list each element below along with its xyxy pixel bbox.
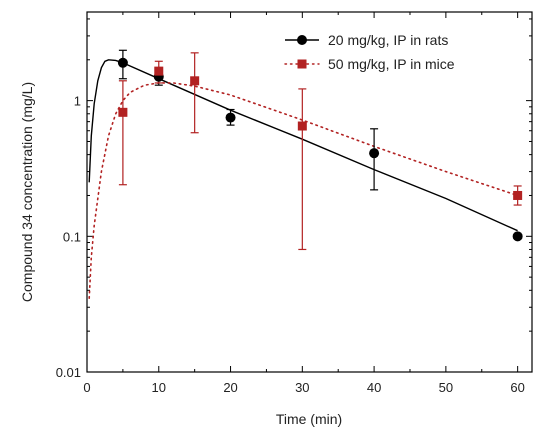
error-bars xyxy=(118,49,522,251)
data-point-series-2 xyxy=(190,76,200,86)
x-tick-label: 50 xyxy=(439,380,453,395)
y-tick-label: 0.01 xyxy=(56,365,81,380)
x-tick-label: 20 xyxy=(223,380,237,395)
data-point-series-1 xyxy=(512,231,523,242)
legend-label-series-1: 20 mg/kg, IP in rats xyxy=(328,32,448,48)
fit-curves xyxy=(88,59,519,299)
legend-marker-series-1 xyxy=(297,35,307,45)
plot-frame xyxy=(86,11,533,373)
y-tick-label: 0.1 xyxy=(63,229,81,244)
y-tick-label: 1 xyxy=(74,94,81,109)
fit-curve-series-2 xyxy=(88,82,519,299)
x-tick-label: 0 xyxy=(83,380,90,395)
x-tick-label: 40 xyxy=(367,380,381,395)
legend-label-series-2: 50 mg/kg, IP in mice xyxy=(328,56,455,72)
x-axis-label: Time (min) xyxy=(276,411,342,427)
data-point-series-2 xyxy=(513,190,523,200)
fit-curve-series-1 xyxy=(88,59,518,232)
x-tick-label: 30 xyxy=(295,380,309,395)
data-point-series-2 xyxy=(297,121,307,131)
data-point-series-1 xyxy=(117,57,128,68)
data-point-series-2 xyxy=(118,107,128,117)
legend-marker-series-2 xyxy=(297,59,307,69)
axes: 0 10 20 30 40 50 60 0.01 0.1 1 xyxy=(56,12,532,395)
data-point-series-1 xyxy=(369,148,380,159)
data-point-series-2 xyxy=(154,66,164,76)
x-tick-label: 10 xyxy=(152,380,166,395)
data-point-series-1 xyxy=(225,112,236,123)
x-tick-label: 60 xyxy=(510,380,524,395)
data-markers xyxy=(117,57,523,242)
legend: 20 mg/kg, IP in rats 50 mg/kg, IP in mice xyxy=(284,32,455,72)
y-axis-label: Compound 34 concentration (mg/L) xyxy=(19,82,35,302)
